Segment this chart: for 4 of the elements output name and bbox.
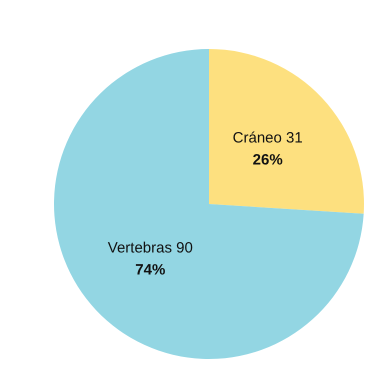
- data-label: 74%: [135, 262, 166, 279]
- slice-label: Vertebras 90: [108, 240, 193, 257]
- slice-label: Cráneo 31: [232, 129, 303, 146]
- data-label: 26%: [252, 151, 283, 168]
